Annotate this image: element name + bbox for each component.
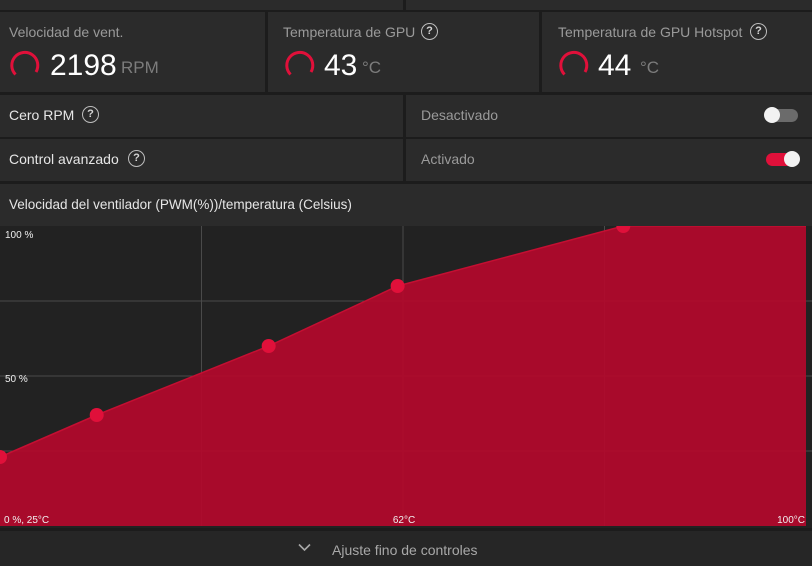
top-strip-right [406, 0, 812, 10]
x-tick-label-mid: 62°C [393, 515, 415, 526]
gpu-temp-help-icon[interactable]: ? [421, 23, 438, 40]
zero-rpm-help-icon[interactable]: ? [82, 106, 99, 123]
curve-point[interactable] [390, 279, 405, 293]
gpu-temp-label: Temperatura de GPU [283, 24, 416, 40]
top-strip [0, 0, 812, 10]
advanced-control-row: Control avanzado ? Activado [0, 139, 812, 181]
zero-rpm-state: Desactivado [421, 107, 499, 123]
advanced-control-help-icon[interactable]: ? [128, 150, 145, 167]
gpu-temp-unit: °C [362, 58, 382, 77]
gpu-temp-stat: Temperatura de GPU ? 43 °C [268, 12, 539, 92]
fan-curve-area [0, 226, 806, 526]
gpu-temp-gauge-icon [285, 50, 315, 76]
gpu-hotspot-gauge-icon [559, 50, 589, 76]
fan-speed-gauge-icon [10, 50, 40, 76]
fan-speed-label: Velocidad de vent. [9, 24, 124, 40]
curve-point[interactable] [89, 408, 104, 422]
fan-speed-stat: Velocidad de vent. 2198 RPM [0, 12, 265, 92]
gpu-hotspot-value: 44 [598, 49, 632, 82]
chart-title: Velocidad del ventilador (PWM(%))/temper… [9, 197, 352, 212]
fine-tune-label: Ajuste fino de controles [332, 542, 478, 558]
gpu-hotspot-help-icon[interactable]: ? [750, 23, 767, 40]
advanced-control-toggle[interactable] [766, 151, 800, 167]
y-tick-label-100: 100 % [5, 230, 33, 241]
curve-point[interactable] [261, 339, 276, 353]
zero-rpm-label: Cero RPM [9, 107, 75, 123]
toggle-knob [784, 151, 800, 167]
advanced-control-state: Activado [421, 151, 475, 167]
chevron-down-icon [298, 543, 311, 552]
fan-curve-line [0, 225, 806, 458]
fan-speed-value: 2198 [50, 49, 117, 82]
curve-point[interactable] [0, 450, 7, 464]
fan-speed-unit: RPM [121, 58, 159, 77]
zero-rpm-row: Cero RPM ? Desactivado [0, 95, 812, 137]
toggle-knob [764, 107, 780, 123]
gpu-hotspot-stat: Temperatura de GPU Hotspot ? 44 °C [542, 12, 812, 92]
advanced-control-label: Control avanzado [9, 151, 119, 167]
zero-rpm-toggle[interactable] [764, 107, 798, 123]
fine-tune-footer[interactable]: Ajuste fino de controles [0, 531, 812, 566]
fan-curve-svg[interactable]: 100 % 50 % 0 %, 25°C 62°C 100°C [0, 219, 812, 528]
gpu-hotspot-label: Temperatura de GPU Hotspot [558, 24, 743, 40]
zero-rpm-control-cell: Desactivado [406, 95, 812, 137]
gpu-temp-value: 43 [324, 49, 358, 82]
stats-panel: Velocidad de vent. 2198 RPM Temperatura … [0, 12, 812, 92]
chart-header: Velocidad del ventilador (PWM(%))/temper… [0, 184, 812, 226]
advanced-control-control-cell: Activado [406, 139, 812, 181]
zero-rpm-label-cell: Cero RPM ? [0, 95, 403, 137]
x-tick-label-start: 0 %, 25°C [4, 515, 49, 526]
y-tick-label-50: 50 % [5, 374, 28, 385]
x-tick-label-end: 100°C [777, 515, 805, 526]
fan-curve-chart[interactable]: 100 % 50 % 0 %, 25°C 62°C 100°C [0, 219, 812, 528]
gpu-hotspot-unit: °C [640, 58, 660, 77]
top-strip-left [0, 0, 403, 10]
advanced-control-label-cell: Control avanzado ? [0, 139, 403, 181]
